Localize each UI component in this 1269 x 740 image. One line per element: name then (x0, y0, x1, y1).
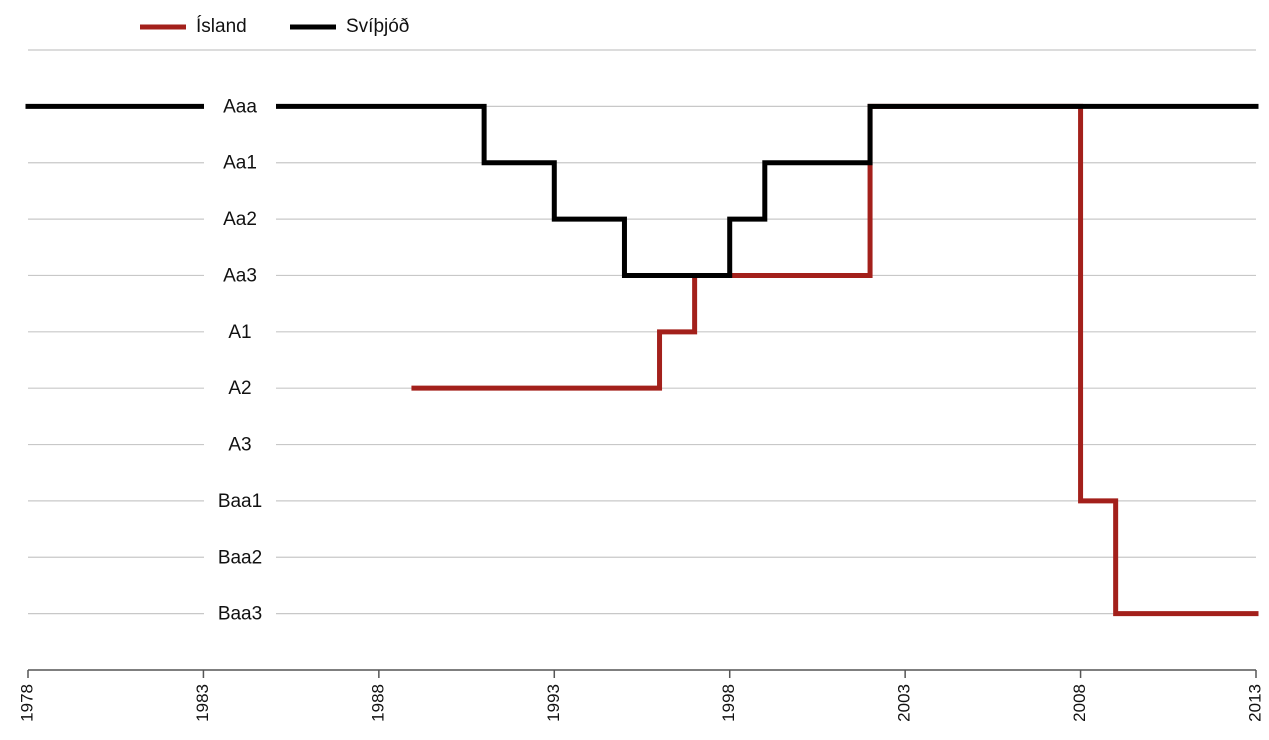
y-label-bg (204, 430, 276, 459)
y-tick-label: Baa3 (218, 604, 262, 625)
legend-label: Ísland (196, 16, 247, 37)
x-tick-label: 2003 (895, 684, 914, 722)
y-label-bg (204, 261, 276, 290)
x-tick-label: 1983 (193, 684, 212, 722)
x-tick-label: 2013 (1245, 684, 1264, 722)
y-tick-label: A1 (228, 322, 251, 343)
y-tick-label: Baa2 (218, 547, 262, 568)
legend-label: Svíþjóð (346, 16, 409, 37)
y-label-bg (204, 148, 276, 177)
y-label-bg (204, 486, 276, 515)
y-label-bg (204, 205, 276, 234)
y-label-bg (204, 317, 276, 346)
y-label-bg (204, 543, 276, 572)
y-tick-label: A2 (228, 378, 251, 399)
series-line (25, 103, 1259, 278)
y-tick-label: Baa1 (218, 491, 262, 512)
x-tick-label: 1978 (17, 684, 36, 722)
x-tick-label: 1998 (719, 684, 738, 722)
y-tick-label: Aa1 (223, 153, 257, 174)
y-label-bg (204, 599, 276, 628)
y-tick-label: Aa2 (223, 209, 257, 230)
y-tick-label: A3 (228, 435, 251, 456)
series-line (411, 103, 1259, 617)
y-label-bg (204, 374, 276, 403)
x-tick-label: 1993 (544, 684, 563, 722)
x-tick-label: 1988 (368, 684, 387, 722)
y-label-bg (204, 92, 276, 121)
y-tick-label: Aaa (223, 96, 257, 117)
x-tick-label: 2008 (1070, 684, 1089, 722)
y-tick-label: Aa3 (223, 265, 257, 286)
